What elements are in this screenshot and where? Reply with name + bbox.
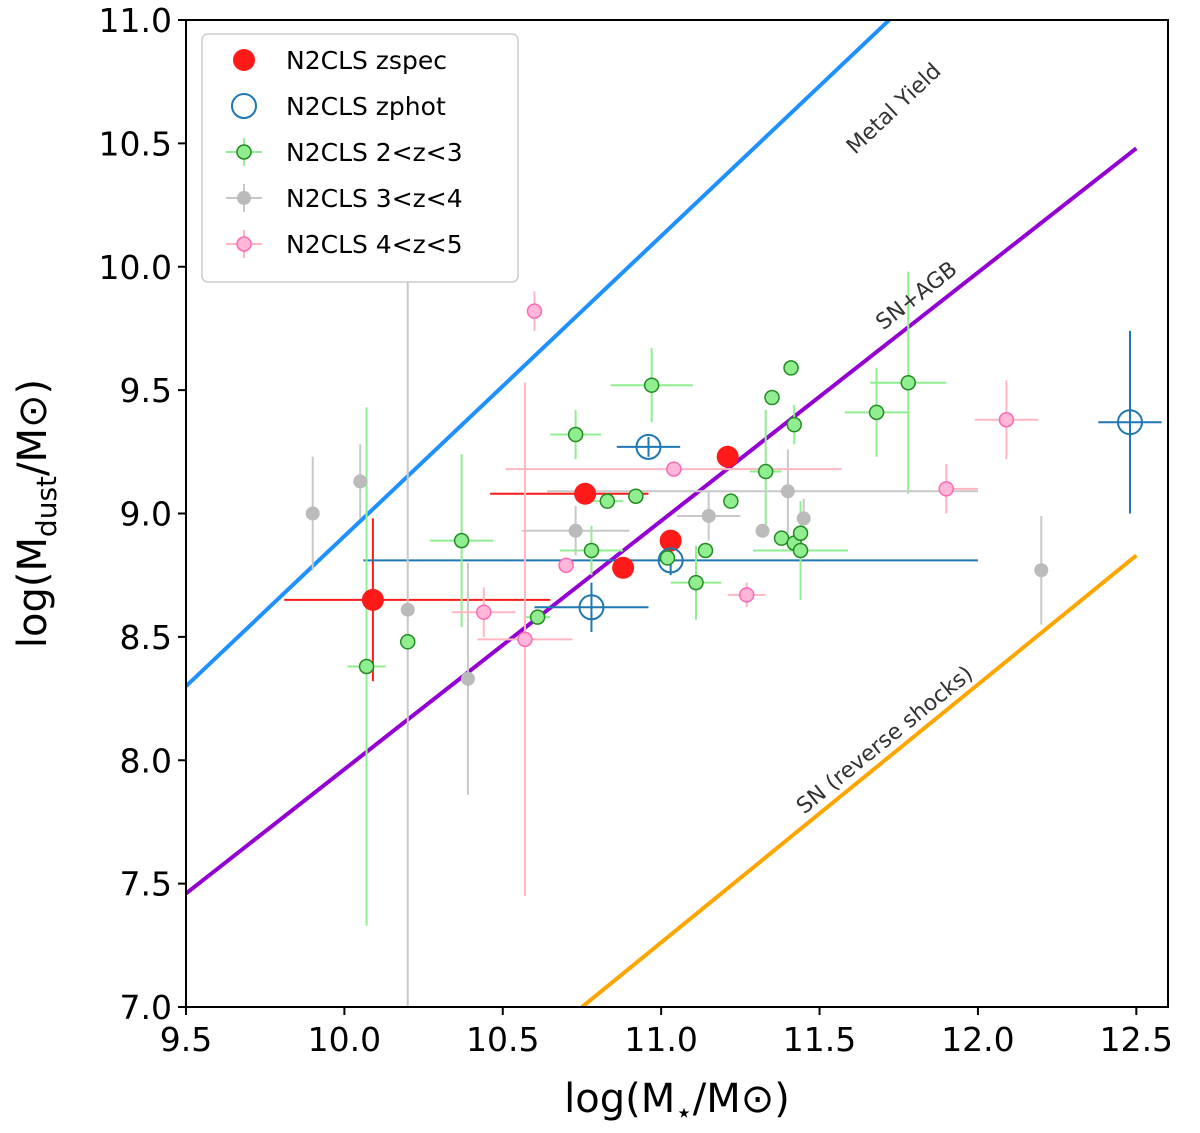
model-line-2 (580, 553, 1138, 1007)
x-tick-label-4: 11.5 (783, 1020, 856, 1059)
error-bars (284, 212, 1162, 1007)
legend-label-1: N2CLS zphot (286, 92, 446, 121)
legend-marker-4 (236, 236, 252, 252)
model-line-0 (186, 20, 891, 688)
point-s2-p17 (786, 416, 802, 433)
point-s4-p1 (517, 631, 533, 648)
point-s2-p16 (783, 360, 799, 376)
point-s4-p3 (558, 557, 574, 574)
y-tick-label-3: 8.5 (120, 618, 172, 657)
model-lines (186, 20, 1138, 1007)
point-s2-p5 (583, 542, 600, 559)
point-s1-p0 (578, 594, 605, 621)
point-s3-p9 (1034, 563, 1049, 578)
point-s1-p3 (1116, 409, 1143, 436)
x-tick-label-2: 10.5 (466, 1020, 539, 1059)
y-axis-title: log(Mdust/M⊙) (10, 379, 63, 648)
point-s3-p2 (400, 602, 415, 617)
x-axis-title-post: /M⊙) (693, 1076, 790, 1122)
legend-label-4: N2CLS 4<z<5 (286, 230, 463, 259)
point-s2-p0 (358, 658, 375, 675)
point-s1-p2 (657, 547, 684, 574)
legend-box (201, 33, 519, 283)
x-tick-label-5: 12.0 (941, 1020, 1014, 1059)
y-tick-label-6: 10.0 (99, 248, 172, 287)
legend-marker-1 (231, 93, 257, 119)
model-line-label-2: SN (reverse shocks) (792, 661, 978, 819)
point-s1-p1 (635, 433, 662, 460)
legend: N2CLS zspec N2CLS zphot N2CLS 2<z<3 N2CLS 3… (201, 33, 519, 283)
y-tick-label-4: 9.0 (120, 495, 172, 534)
point-s2-p6 (599, 493, 616, 509)
point-s2-p2 (453, 532, 470, 549)
point-s3-p3 (460, 671, 475, 686)
y-axis-title-pre: log(M (10, 537, 56, 648)
point-s3-p8 (796, 511, 811, 526)
point-s3-p7 (780, 484, 795, 499)
x-tick-label-6: 12.5 (1100, 1020, 1173, 1059)
y-tick-label-0: 7.0 (120, 988, 172, 1027)
x-tick-label-1: 10.0 (308, 1020, 381, 1059)
point-s0-p2 (612, 556, 635, 579)
point-s0-p4 (716, 445, 739, 468)
point-s3-p1 (353, 474, 368, 489)
point-s2-p19 (792, 542, 809, 559)
point-s4-p7 (998, 411, 1015, 428)
y-tick-label-7: 10.5 (99, 124, 172, 163)
point-s2-p21 (868, 404, 885, 421)
point-s4-p5 (738, 587, 755, 603)
point-s2-p13 (757, 463, 774, 480)
x-tick-label-0: 9.5 (160, 1020, 212, 1059)
x-axis-title-sub: ⋆ (675, 1096, 693, 1129)
point-s2-p4 (567, 426, 584, 443)
point-s0-p1 (574, 482, 597, 505)
point-s2-p22 (900, 374, 916, 391)
point-s0-p3 (659, 529, 682, 552)
point-s4-p2 (526, 303, 543, 319)
axes: 9.5 10.0 10.5 11.0 11.5 12.0 12.5 7.0 7.5 8.0 8.5 9… (10, 1, 1173, 1129)
legend-marker-3 (237, 191, 251, 205)
x-tick-label-3: 11.0 (624, 1020, 697, 1059)
point-s2-p8 (643, 377, 660, 393)
point-s2-p20 (792, 525, 809, 541)
point-s2-p1 (399, 634, 416, 650)
legend-label-0: N2CLS zspec (286, 46, 447, 75)
y-tick-label-2: 8.0 (120, 741, 172, 780)
x-axis-title: log(M⋆/M⊙) (564, 1076, 790, 1129)
point-s2-p10 (688, 574, 704, 591)
y-axis-title-sub: dust (30, 476, 63, 537)
point-s2-p12 (723, 493, 739, 509)
legend-label-2: N2CLS 2<z<3 (286, 138, 463, 167)
point-s4-p4 (666, 461, 682, 477)
point-s3-p6 (755, 523, 770, 538)
point-s2-p15 (773, 530, 790, 546)
y-tick-label-1: 7.5 (120, 865, 172, 904)
legend-marker-2 (236, 144, 252, 160)
model-line-1 (186, 146, 1138, 896)
point-s4-p0 (476, 604, 492, 620)
point-s0-p0 (361, 588, 384, 611)
data-points (305, 303, 1143, 686)
point-s2-p9 (659, 550, 676, 566)
y-tick-label-5: 9.5 (120, 371, 172, 410)
point-s3-p4 (568, 523, 583, 538)
legend-marker-0 (233, 49, 255, 71)
y-axis-title-post: /M⊙) (10, 379, 56, 476)
legend-label-3: N2CLS 3<z<4 (286, 184, 463, 213)
x-axis-title-pre: log(M (564, 1076, 675, 1122)
y-tick-label-8: 11.0 (99, 1, 172, 40)
point-s3-p0 (305, 506, 320, 521)
point-s2-p7 (628, 488, 644, 504)
point-s2-p14 (764, 389, 780, 406)
point-s2-p3 (529, 609, 546, 625)
point-s2-p11 (697, 542, 714, 559)
point-s3-p5 (701, 508, 716, 523)
point-s4-p6 (938, 481, 955, 497)
model-line-label-0: Metal Yield (842, 59, 946, 160)
